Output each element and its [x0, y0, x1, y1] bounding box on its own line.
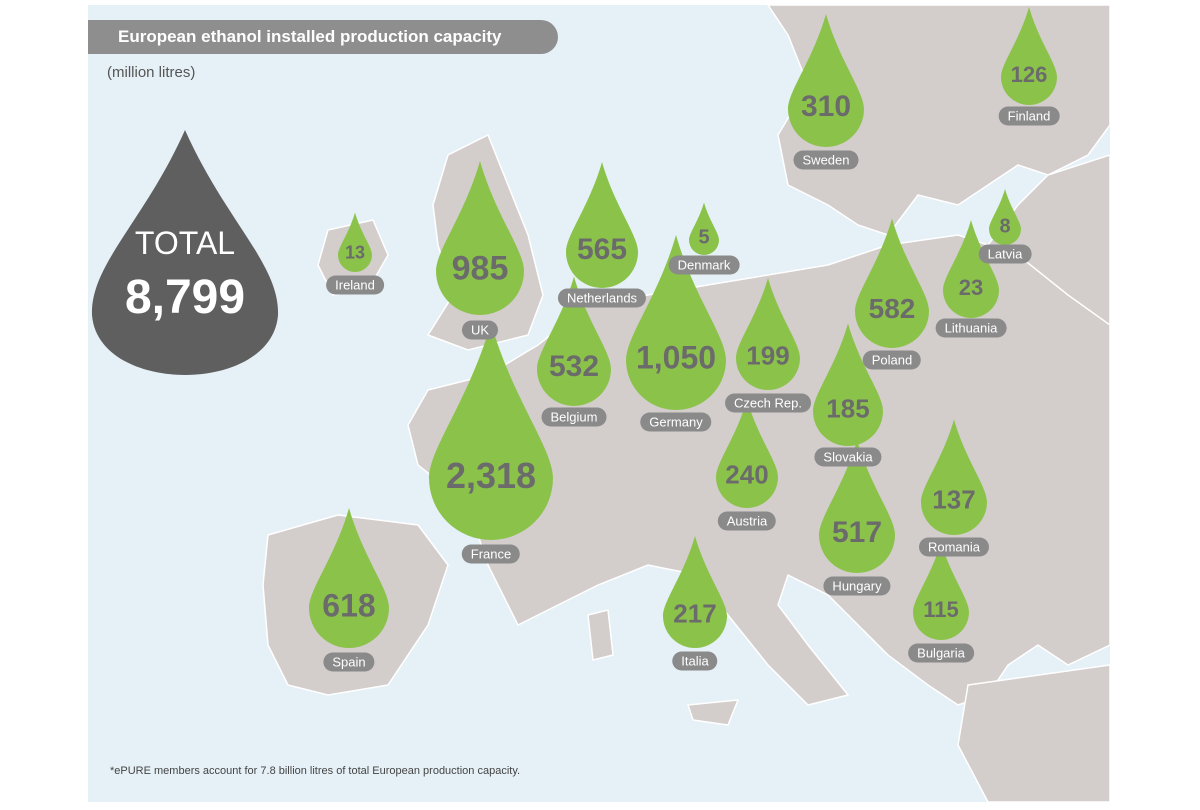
country-name-pill: UK: [461, 320, 499, 340]
title-bar: [88, 20, 558, 54]
drop-finland: [1001, 7, 1057, 105]
country-name-pill: Netherlands: [557, 288, 647, 308]
country-name-pill: France: [461, 544, 521, 564]
total-label: TOTAL: [134, 225, 236, 261]
country-value: 137: [932, 484, 976, 515]
country-value: 126: [1010, 62, 1048, 87]
country-name-pill: Poland: [862, 350, 922, 370]
drop-sweden: [788, 14, 864, 147]
country-value: 8: [999, 215, 1011, 238]
country-value: 115: [923, 597, 959, 622]
country-value: 565: [576, 233, 628, 266]
country-name-pill: Ireland: [326, 275, 384, 295]
drop-belgium: [537, 276, 611, 406]
country-name-pill: Bulgaria: [908, 643, 974, 663]
drop-italia: [663, 536, 727, 648]
drop-denmark: [689, 202, 719, 255]
country-name-pill: Sweden: [793, 150, 859, 170]
drop-france: [429, 323, 553, 540]
drop-uk: [436, 161, 524, 315]
country-name-pill: Finland: [998, 106, 1060, 126]
unit-label: (million litres): [107, 64, 196, 81]
country-name-pill: Romania: [918, 537, 990, 557]
drop-hungary: [819, 440, 895, 573]
country-value: 618: [322, 587, 376, 624]
drop-romania: [921, 419, 987, 535]
map-title: European ethanol installed production ca…: [118, 27, 502, 46]
drop-lithuania: [943, 220, 999, 318]
drop-ireland: [338, 212, 372, 272]
drop-slovakia: [813, 323, 883, 446]
country-value: 2,318: [445, 455, 537, 496]
drop-bulgaria: [913, 542, 969, 640]
country-name-pill: Austria: [717, 511, 777, 531]
country-name-pill: Lithuania: [935, 318, 1007, 338]
country-value: 310: [800, 90, 852, 123]
country-name-pill: Germany: [640, 412, 712, 432]
country-name-pill: Latvia: [978, 244, 1032, 264]
country-value: 582: [868, 293, 916, 324]
footnote: *ePURE members account for 7.8 billion l…: [110, 765, 521, 777]
country-name-pill: Italia: [672, 651, 718, 671]
country-value: 185: [826, 393, 870, 424]
drop-netherlands: [566, 162, 638, 288]
drop-poland: [855, 218, 929, 348]
country-value: 1,050: [635, 339, 717, 376]
country-value: 517: [831, 516, 883, 549]
drop-spain: [309, 508, 389, 648]
drop-germany: [626, 235, 726, 410]
country-value: 199: [746, 340, 790, 371]
country-name-pill: Slovakia: [814, 447, 882, 467]
drop-czech-rep-: [736, 278, 800, 390]
country-value: 217: [673, 598, 717, 629]
drop-latvia: [989, 189, 1021, 245]
country-name-pill: Denmark: [668, 255, 740, 275]
country-value: 985: [451, 249, 509, 288]
drop-austria: [716, 399, 778, 508]
country-name-pill: Spain: [323, 652, 375, 672]
total-value: 8,799: [124, 271, 246, 324]
country-name-pill: Hungary: [823, 576, 891, 596]
country-name-pill: Czech Rep.: [725, 393, 811, 413]
country-value: 5: [698, 226, 710, 249]
country-value: 23: [958, 275, 984, 300]
country-value: 13: [344, 242, 366, 263]
country-name-pill: Belgium: [541, 407, 607, 427]
country-value: 240: [725, 459, 769, 490]
country-value: 532: [548, 350, 600, 383]
